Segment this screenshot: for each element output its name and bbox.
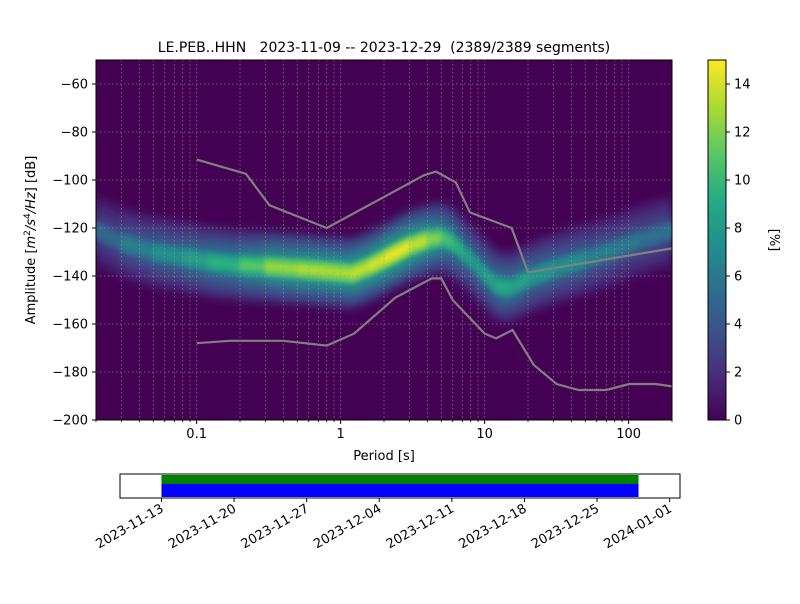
timeline-axis: 2023-11-13 2023-11-20 2023-11-27 2023-12-04… bbox=[94, 498, 675, 552]
y-axis-label-mid: /s bbox=[24, 219, 39, 231]
ppsd-cell bbox=[239, 260, 266, 272]
ppsd-cell bbox=[495, 280, 511, 293]
timeline-tick-label: 2023-12-11 bbox=[384, 501, 457, 552]
y-axis-label-sup: 2 bbox=[23, 230, 33, 236]
timeline-tick-label: 2023-11-20 bbox=[166, 501, 239, 552]
colorbar-tick-label: 14 bbox=[734, 78, 751, 93]
timeline-tick-label: 2023-12-25 bbox=[529, 501, 602, 552]
x-axis-label: Period [s] bbox=[353, 449, 415, 464]
grid-lines bbox=[96, 60, 672, 420]
colorbar-tick-label: 12 bbox=[734, 126, 751, 141]
chart-title: LE.PEB..HHN 2023-11-09 -- 2023-12-29 (23… bbox=[158, 40, 610, 56]
colorbar-tick-label: 10 bbox=[734, 174, 751, 189]
x-tick-label: 1 bbox=[337, 427, 345, 442]
colorbar-tick-label: 8 bbox=[734, 222, 742, 237]
y-axis: −60 −80 −100 −120 −140 −160 −180 −200 bbox=[52, 78, 96, 429]
ppsd-cell bbox=[296, 264, 328, 276]
noise-models bbox=[196, 158, 672, 392]
x-tick-label: 100 bbox=[616, 427, 641, 442]
timeline-frame bbox=[119, 473, 681, 499]
y-tick-label: −80 bbox=[61, 126, 88, 141]
colorbar-label: [%] bbox=[766, 229, 781, 252]
timeline-tick-label: 2023-12-04 bbox=[311, 501, 384, 552]
timeline-tick-label: 2023-11-13 bbox=[94, 501, 167, 552]
ppsd-cell bbox=[639, 225, 672, 245]
timeline-coverage bbox=[161, 475, 639, 497]
y-axis-label-prefix: Amplitude [ bbox=[24, 248, 39, 324]
y-tick-label: −180 bbox=[52, 366, 88, 381]
y-axis-label: Amplitude [m2/s4/Hz] [dB] bbox=[23, 156, 39, 325]
y-tick-label: −60 bbox=[61, 78, 88, 93]
colorbar-tick-label: 6 bbox=[734, 270, 742, 285]
y-tick-label: −160 bbox=[52, 318, 88, 333]
ppsd-heatmap bbox=[96, 196, 672, 323]
timeline-tick-label: 2023-11-27 bbox=[239, 501, 312, 552]
x-tick-label: 10 bbox=[476, 427, 493, 442]
colorbar-tick-label: 2 bbox=[734, 366, 742, 381]
x-tick-label: 0.1 bbox=[186, 427, 207, 442]
timeline-tick-label: 2023-12-18 bbox=[457, 501, 530, 552]
y-axis-label-sup4: 4 bbox=[23, 213, 33, 219]
colorbar bbox=[707, 59, 727, 421]
y-axis-label-hz: /Hz bbox=[24, 191, 39, 214]
x-axis: 0.1 1 10 100 bbox=[95, 420, 673, 442]
ppsd-layer bbox=[96, 225, 672, 293]
colorbar-tick-label: 4 bbox=[734, 318, 742, 333]
low-noise-model-line bbox=[196, 277, 672, 392]
colorbar-axis: 0 2 4 6 8 10 12 14 bbox=[726, 78, 751, 429]
y-tick-label: −140 bbox=[52, 270, 88, 285]
y-tick-label: −120 bbox=[52, 222, 88, 237]
y-axis-label-suffix: ] [dB] bbox=[24, 156, 39, 193]
timeline-tick-label: 2024-01-01 bbox=[602, 501, 675, 552]
coverage-bar-lower bbox=[161, 484, 639, 497]
colorbar-tick-label: 0 bbox=[734, 414, 742, 429]
ppsd-cell bbox=[264, 261, 298, 274]
y-tick-label: −200 bbox=[52, 414, 88, 429]
y-axis-label-m: m bbox=[24, 236, 39, 249]
high-noise-model-line bbox=[196, 158, 672, 274]
ppsd-cell bbox=[426, 232, 442, 245]
y-tick-label: −100 bbox=[52, 174, 88, 189]
coverage-bar-upper bbox=[161, 475, 639, 484]
